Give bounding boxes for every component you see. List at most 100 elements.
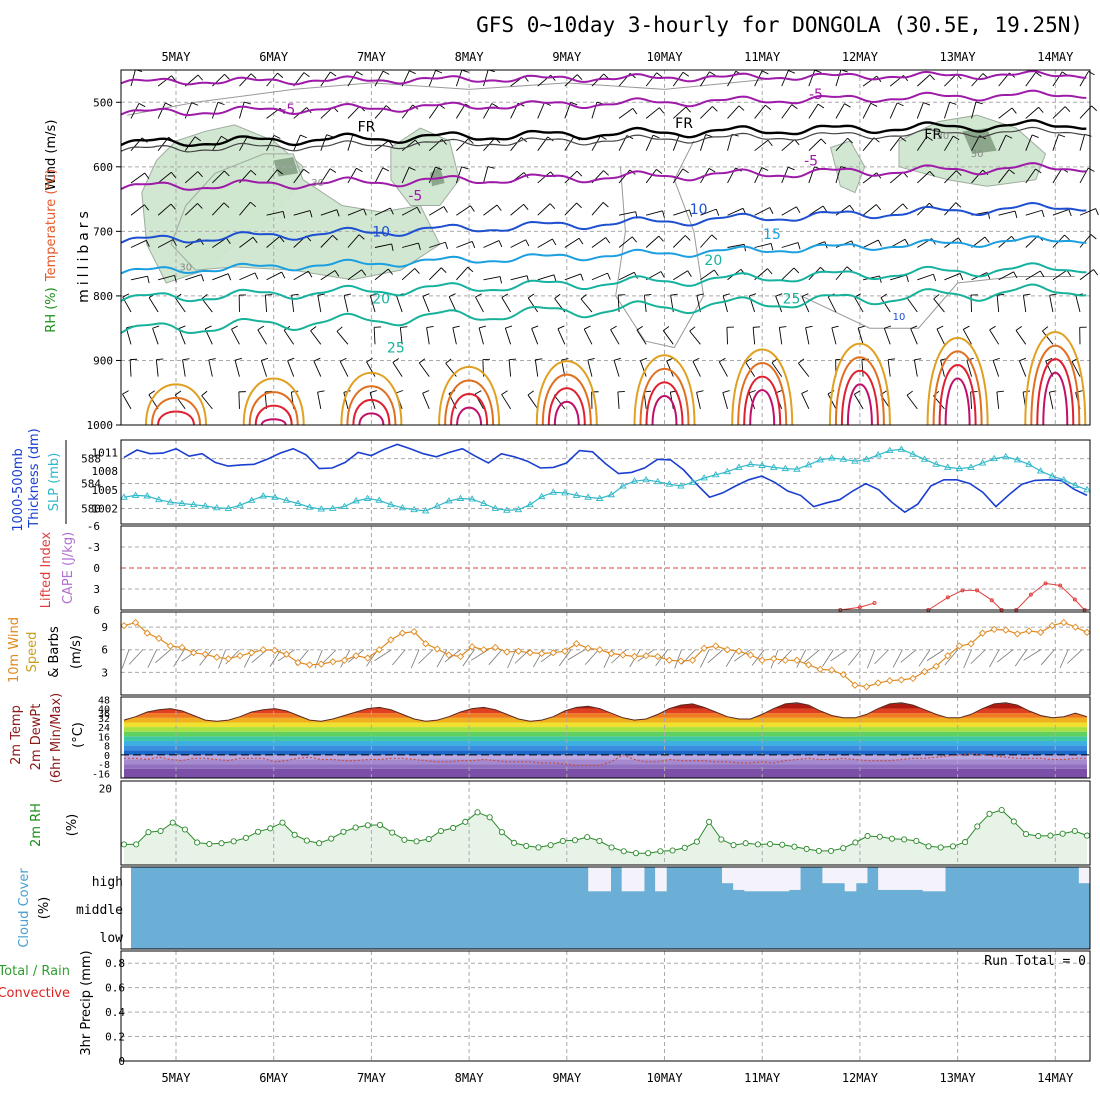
wind-barb <box>700 208 717 216</box>
wind-barb <box>618 211 636 216</box>
wind-barb <box>212 170 225 184</box>
isotherm-25 <box>120 283 1087 335</box>
wind-barb-flag <box>336 326 343 332</box>
wind-barb <box>591 135 601 151</box>
wind-barb <box>347 105 361 119</box>
wind-tick-label: 6 <box>101 644 108 657</box>
wind-barb <box>402 242 419 248</box>
slp-point <box>491 504 500 511</box>
wind-barb <box>422 296 430 313</box>
cloud-high-gap <box>722 867 734 884</box>
wind-barb <box>422 393 430 410</box>
slp-point <box>445 497 453 504</box>
wind-barb <box>401 268 416 281</box>
wind-barb-flag <box>156 358 164 361</box>
run-total-label: Run Total = 0 <box>984 954 1086 969</box>
isotherm-warm-loop <box>749 389 776 426</box>
wind-barb-flag <box>854 390 861 395</box>
wind-barb <box>317 392 322 409</box>
wind-barb-flag <box>527 390 534 396</box>
isotherm-warm-loop <box>254 404 293 426</box>
wind-barb-flag <box>435 69 443 74</box>
isotherm-warm-loop <box>151 397 201 426</box>
wind-barb-flag <box>705 134 713 138</box>
wind-barb-flag <box>576 74 583 80</box>
wind-barb-flag <box>719 357 726 363</box>
isotherm-20 <box>120 262 1087 303</box>
wind-barb-flag <box>605 237 611 244</box>
wind-barb <box>313 360 322 377</box>
rh2m-point <box>693 838 700 845</box>
wind-barb <box>1075 295 1081 313</box>
rh2m-point <box>498 829 505 836</box>
lifted-index-point <box>1028 592 1033 597</box>
wind-barb-flag <box>250 73 257 79</box>
wind-barb <box>287 360 295 377</box>
wind-barb <box>239 201 251 216</box>
rh2m-point <box>1023 831 1030 838</box>
wind-barb <box>148 394 159 410</box>
wind-barb-flag <box>1031 134 1039 138</box>
wind10-point <box>955 642 964 650</box>
wind-barb-flag <box>287 357 295 362</box>
slp-point <box>595 494 604 501</box>
wind-barb-flag <box>448 293 456 298</box>
rh2m-point <box>840 845 847 852</box>
wind10-point <box>642 652 650 660</box>
wind-barb <box>798 362 810 377</box>
wind-barb-flag <box>984 236 990 243</box>
rh2m-point <box>511 839 518 846</box>
wind-barb <box>152 328 159 345</box>
wind-barb <box>455 69 463 87</box>
wind-barb <box>754 242 772 248</box>
cloud-high-gap <box>855 867 868 884</box>
wind-barb-flag <box>310 326 317 332</box>
isotherm-freezing <box>120 119 1087 147</box>
temp-line <box>123 702 1088 722</box>
isotherm-warm-loop <box>743 375 782 426</box>
wind-barb-flag <box>501 293 509 298</box>
rh2m-point <box>949 843 956 850</box>
wind-barb-flag <box>470 205 475 212</box>
wind10-barb <box>777 649 793 665</box>
wind10-point <box>1071 623 1080 631</box>
rh-contour <box>801 276 1075 329</box>
rh2m-point <box>401 836 408 843</box>
wind-barb-flag <box>208 358 216 361</box>
wind-barb-flag <box>300 134 307 139</box>
wind-barb-flag <box>992 357 1000 361</box>
wind-barb-flag <box>277 72 284 78</box>
temp-band <box>124 727 1087 732</box>
wind-barb <box>889 136 901 151</box>
isotherm-warm-loop <box>553 400 580 426</box>
wind-barb <box>1052 106 1066 119</box>
rh2m-point <box>267 825 274 832</box>
wind-barb <box>401 139 416 152</box>
wind-barb <box>339 361 349 377</box>
wind-barb-flag <box>849 204 855 212</box>
wind-barb-flag <box>1045 357 1053 362</box>
label-rh2m-unit: (%) <box>65 814 80 837</box>
slp-point <box>1013 456 1022 463</box>
pressure-tick-label: 900 <box>93 354 113 367</box>
wind-barb <box>889 203 904 216</box>
wind-barb <box>564 237 580 248</box>
wind-barb-flag <box>408 167 416 171</box>
wind10-barb <box>1040 649 1055 666</box>
wind-barb-flag <box>722 293 730 297</box>
wind-barb <box>700 106 713 119</box>
wind-barb <box>129 359 132 377</box>
rh2m-point <box>1047 832 1054 839</box>
rh2m-point <box>657 848 664 855</box>
wind-barb <box>591 102 598 119</box>
isotherm-warm-loop <box>535 360 598 426</box>
wind-barb-flag <box>491 103 499 108</box>
rh2m-point <box>157 827 164 835</box>
wind-barb-flag <box>391 243 394 251</box>
slp-point <box>1036 467 1045 474</box>
label-lifted-index: Lifted Index <box>39 531 54 608</box>
wind-barb-flag <box>670 293 678 296</box>
wind-barb-flag <box>234 357 242 361</box>
wind10-point <box>851 681 859 689</box>
wind-barb-flag <box>1091 105 1098 112</box>
